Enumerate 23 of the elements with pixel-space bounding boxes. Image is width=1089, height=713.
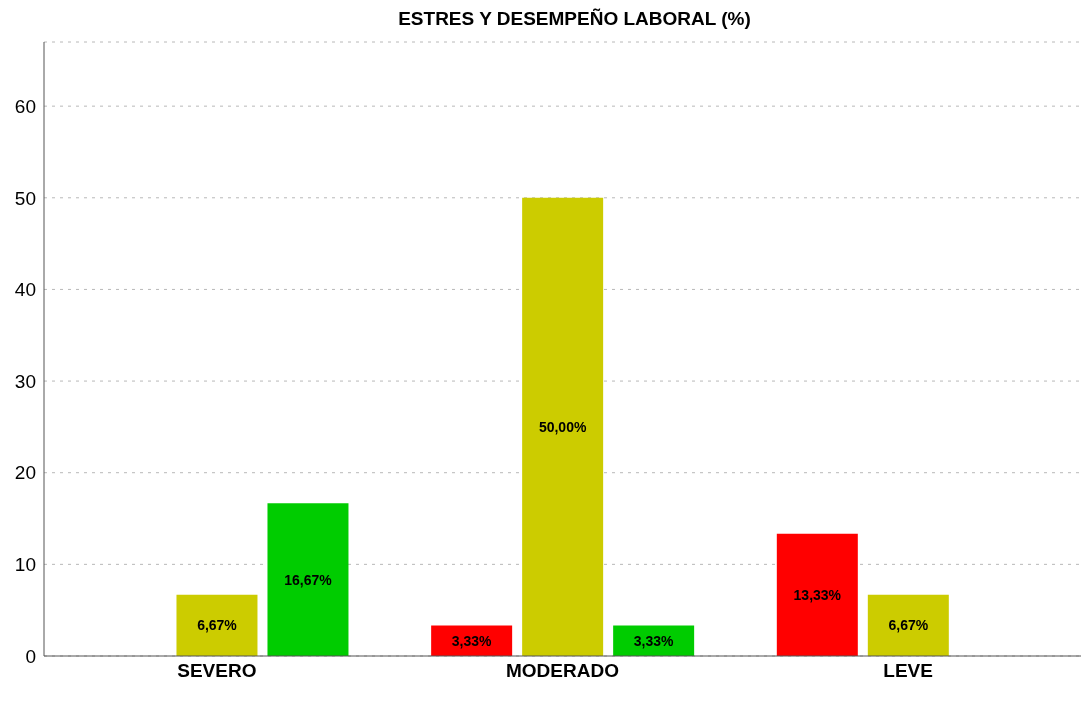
y-tick-label: 50 [14, 187, 36, 209]
x-tick-label: LEVE [883, 660, 933, 682]
data-label: 3,33% [633, 632, 675, 649]
bar [267, 503, 349, 656]
y-tick-label: 10 [14, 554, 36, 576]
x-tick-label: SEVERO [177, 660, 257, 682]
y-tick-label: 40 [14, 279, 36, 301]
data-label: 3,33% [451, 632, 493, 649]
bar [867, 594, 949, 656]
data-label: 50,00% [538, 418, 587, 435]
data-label: 6,67% [197, 617, 238, 634]
y-tick-label: 30 [14, 370, 36, 392]
data-label: 16,67% [284, 571, 333, 588]
y-tick-label: 20 [14, 462, 36, 484]
bar [776, 533, 858, 656]
chart-title: ESTRES Y DESEMPEÑO LABORAL (%) [397, 8, 752, 30]
data-label: 13,33% [793, 586, 842, 603]
y-tick-label: 60 [14, 95, 36, 117]
data-label: 6,67% [888, 617, 929, 634]
x-tick-label: MODERADO [506, 660, 619, 682]
y-tick-label: 0 [25, 645, 36, 667]
bar [522, 197, 604, 656]
bar [176, 594, 258, 656]
